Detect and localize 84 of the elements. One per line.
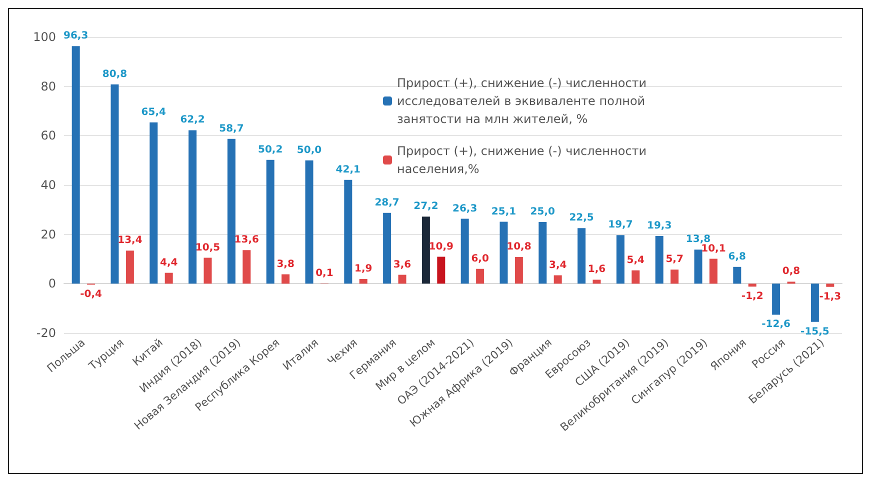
data-label: -0,4 <box>80 289 102 300</box>
data-label: 6,0 <box>471 253 489 264</box>
data-label: 50,0 <box>296 144 322 156</box>
data-label: 42,1 <box>336 164 361 176</box>
bar <box>733 266 742 284</box>
data-label: 62,2 <box>180 114 205 126</box>
bar <box>826 284 834 287</box>
data-label: 0,1 <box>316 268 334 279</box>
data-label: 27,2 <box>414 201 438 212</box>
data-label: 65,4 <box>141 106 166 118</box>
bar <box>670 270 679 284</box>
bar <box>655 236 664 284</box>
bar <box>227 138 236 284</box>
data-label: 0,8 <box>782 266 800 278</box>
y-tick-label: 100 <box>33 30 56 44</box>
data-label: 80,8 <box>102 68 128 80</box>
bar <box>305 160 314 284</box>
bar <box>632 270 640 284</box>
data-label: 4,4 <box>160 257 178 268</box>
y-tick-label: 20 <box>40 227 56 242</box>
data-label: 10,5 <box>195 242 220 254</box>
bar <box>242 250 251 284</box>
data-label: 19,7 <box>608 220 633 231</box>
data-label: 6,8 <box>728 251 746 262</box>
bar <box>592 280 601 284</box>
data-label: -15,5 <box>800 326 830 338</box>
bar <box>709 258 718 284</box>
y-tick-label: 40 <box>40 178 56 192</box>
data-label: 1,9 <box>354 263 372 274</box>
legend-label: Прирост (+), снижение (-) численности исследователей в эквиваленте полной занятости на млн жителей, % <box>397 76 650 126</box>
bar <box>437 256 446 284</box>
bar <box>150 122 158 284</box>
y-tick-label: 60 <box>40 128 56 143</box>
bar <box>359 278 368 284</box>
data-label: 10,1 <box>701 243 726 254</box>
data-label: 1,6 <box>588 264 606 276</box>
data-label: 26,3 <box>452 203 478 214</box>
data-label: 25,1 <box>491 206 516 218</box>
data-label: 50,2 <box>258 144 283 156</box>
data-label: 10,8 <box>506 242 532 253</box>
data-label: 28,7 <box>374 197 400 208</box>
data-label: -1,2 <box>741 291 764 302</box>
bar <box>188 130 197 284</box>
data-label: 3,6 <box>393 259 412 270</box>
bar <box>538 222 547 284</box>
bar <box>72 46 80 284</box>
bar <box>578 228 586 284</box>
bar <box>422 216 430 284</box>
bar <box>398 274 406 284</box>
y-tick-label: 0 <box>48 276 56 291</box>
data-label: 25,0 <box>530 206 556 218</box>
bar <box>282 274 290 284</box>
data-label: 19,3 <box>647 220 672 232</box>
y-tick-label: 80 <box>40 79 56 94</box>
bar <box>266 160 274 284</box>
bar <box>110 84 119 284</box>
bar <box>616 235 624 284</box>
legend-label: Прирост (+), снижение (-) численности населения,% <box>397 144 650 176</box>
data-label: 3,4 <box>548 260 567 271</box>
bar <box>126 250 134 284</box>
data-label: -12,6 <box>762 319 790 330</box>
bar <box>460 218 469 284</box>
bar <box>476 268 484 284</box>
bar <box>554 275 562 284</box>
bar <box>204 258 212 284</box>
bar <box>383 212 392 284</box>
bar <box>748 284 756 287</box>
y-tick-label: -20 <box>36 326 56 340</box>
data-label: 5,4 <box>626 254 645 266</box>
bar <box>694 250 702 284</box>
data-label: 5,7 <box>666 254 684 266</box>
data-label: 58,7 <box>219 123 244 134</box>
bar <box>810 284 819 322</box>
data-label: 13,4 <box>118 235 142 246</box>
data-label: 22,5 <box>569 212 594 224</box>
data-label: 3,8 <box>276 258 294 270</box>
data-label: -1,3 <box>819 291 842 302</box>
bar <box>344 180 352 284</box>
bar <box>772 284 780 315</box>
data-label: 13,8 <box>686 234 711 246</box>
bar <box>500 222 508 284</box>
bar <box>164 272 173 284</box>
data-label: 96,3 <box>64 30 88 42</box>
bar <box>514 257 523 284</box>
